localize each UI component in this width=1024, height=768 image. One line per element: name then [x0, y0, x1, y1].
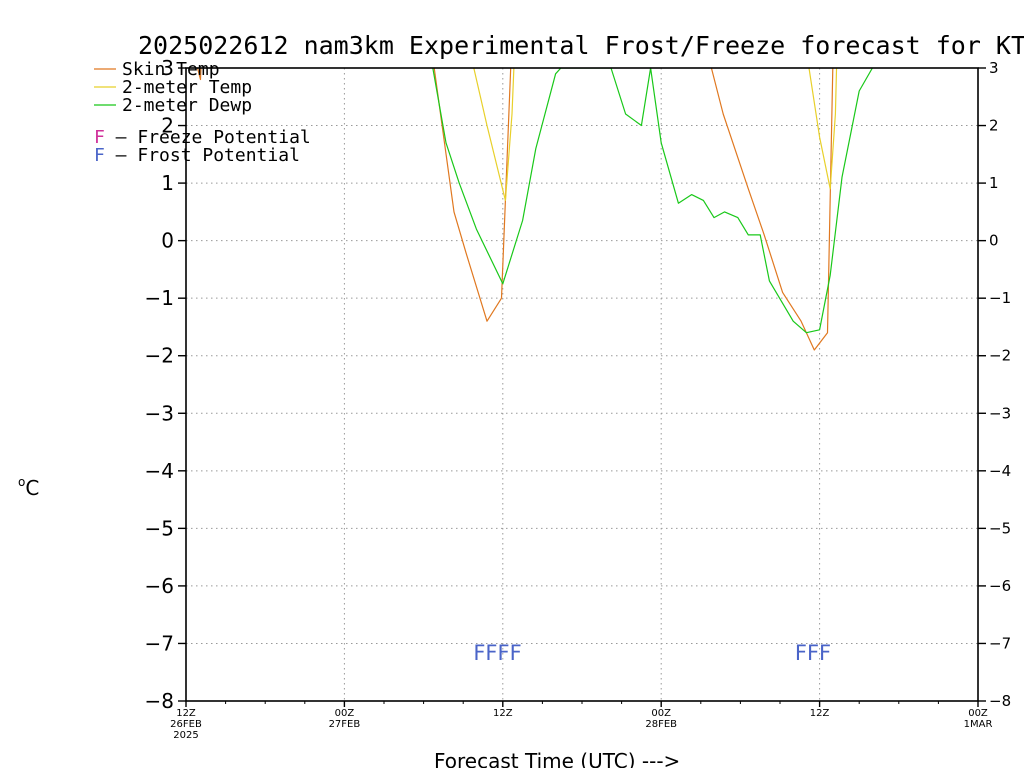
- y-tick-label: 0: [161, 229, 174, 253]
- frost-flags: FFFF FFF: [473, 641, 831, 665]
- x-tick-label: 12Z: [493, 708, 513, 719]
- x-tick-label: 2025: [173, 730, 198, 741]
- y-tick-label: −2: [145, 344, 174, 368]
- y-tick-label-right: −8: [989, 692, 1011, 710]
- y-tick-label-right: −4: [989, 462, 1011, 480]
- potential-legend-text: – Freeze Potential: [105, 127, 311, 148]
- y-tick-label: −6: [145, 574, 174, 598]
- y-axis-label-degree: o: [18, 475, 25, 489]
- legend-entry: 2-meter Dewp: [122, 95, 252, 116]
- y-tick-label: −3: [145, 401, 174, 425]
- legend-entry: Skin Temp: [122, 59, 220, 80]
- potential-legend-letter: F: [94, 145, 105, 166]
- x-tick-label: 1MAR: [964, 719, 993, 730]
- potential-legend-letter: F: [94, 127, 105, 148]
- y-tick-label: 3: [161, 56, 174, 80]
- y-tick-label-right: −3: [989, 404, 1011, 422]
- frost-flag: FFFF: [473, 641, 521, 665]
- x-tick-label: 27FEB: [329, 719, 361, 730]
- x-tick-label: 12Z: [176, 708, 196, 719]
- y-tick-label-right: 0: [989, 232, 999, 250]
- x-tick-label: 26FEB: [170, 719, 202, 730]
- x-axis-label: Forecast Time (UTC) --->: [434, 749, 680, 768]
- x-tick-label: 12Z: [810, 708, 830, 719]
- y-axis-label-unit: C: [25, 476, 39, 500]
- y-tick-label: −8: [145, 689, 174, 713]
- y-tick-label: −7: [145, 631, 174, 655]
- y-tick-label-right: −1: [989, 289, 1011, 307]
- series-line-2-meter-dewp: [432, 68, 873, 334]
- potential-legend-text: – Frost Potential: [105, 145, 300, 166]
- grid: [186, 68, 978, 701]
- y-axis-label: oC: [18, 475, 39, 500]
- y-tick-label: −5: [145, 516, 174, 540]
- y-tick-label-right: −7: [989, 634, 1011, 652]
- y-tick-label-right: −6: [989, 577, 1011, 595]
- x-tick-label: 28FEB: [645, 719, 677, 730]
- chart-title: 2025022612 nam3km Experimental Frost/Fre…: [138, 31, 1024, 60]
- y-tick-label-right: −2: [989, 347, 1011, 365]
- x-tick-label: 00Z: [968, 708, 988, 719]
- legend-entry: 2-meter Temp: [122, 77, 252, 98]
- y-tick-label-right: 1: [989, 174, 999, 192]
- y-tick-label-right: 2: [989, 117, 999, 135]
- x-tick-label: 00Z: [335, 708, 355, 719]
- y-tick-label: 1: [161, 171, 174, 195]
- y-tick-label: 2: [161, 114, 174, 138]
- series-line-2-meter-temp: [473, 68, 838, 201]
- potential-legend-entry: F – Frost Potential: [94, 145, 300, 166]
- series-line-skin-temp: [196, 68, 834, 351]
- series-layer: [196, 68, 873, 351]
- frost-flag: FFF: [795, 641, 831, 665]
- plot-frame: [185, 67, 979, 702]
- y-tick-label: −4: [145, 459, 174, 483]
- axis-ticks: −8 −8 −7 −7 −6 −6 −5 −5 −4 −4 −3 −3 −2 −2 −1 −1 0 0 1 1 2 2 3 3…: [145, 56, 1012, 741]
- y-tick-label: −1: [145, 286, 174, 310]
- y-tick-label-right: 3: [989, 59, 999, 77]
- y-tick-label-right: −5: [989, 519, 1011, 537]
- x-tick-label: 00Z: [651, 708, 671, 719]
- potential-legend-entry: F – Freeze Potential: [94, 127, 311, 148]
